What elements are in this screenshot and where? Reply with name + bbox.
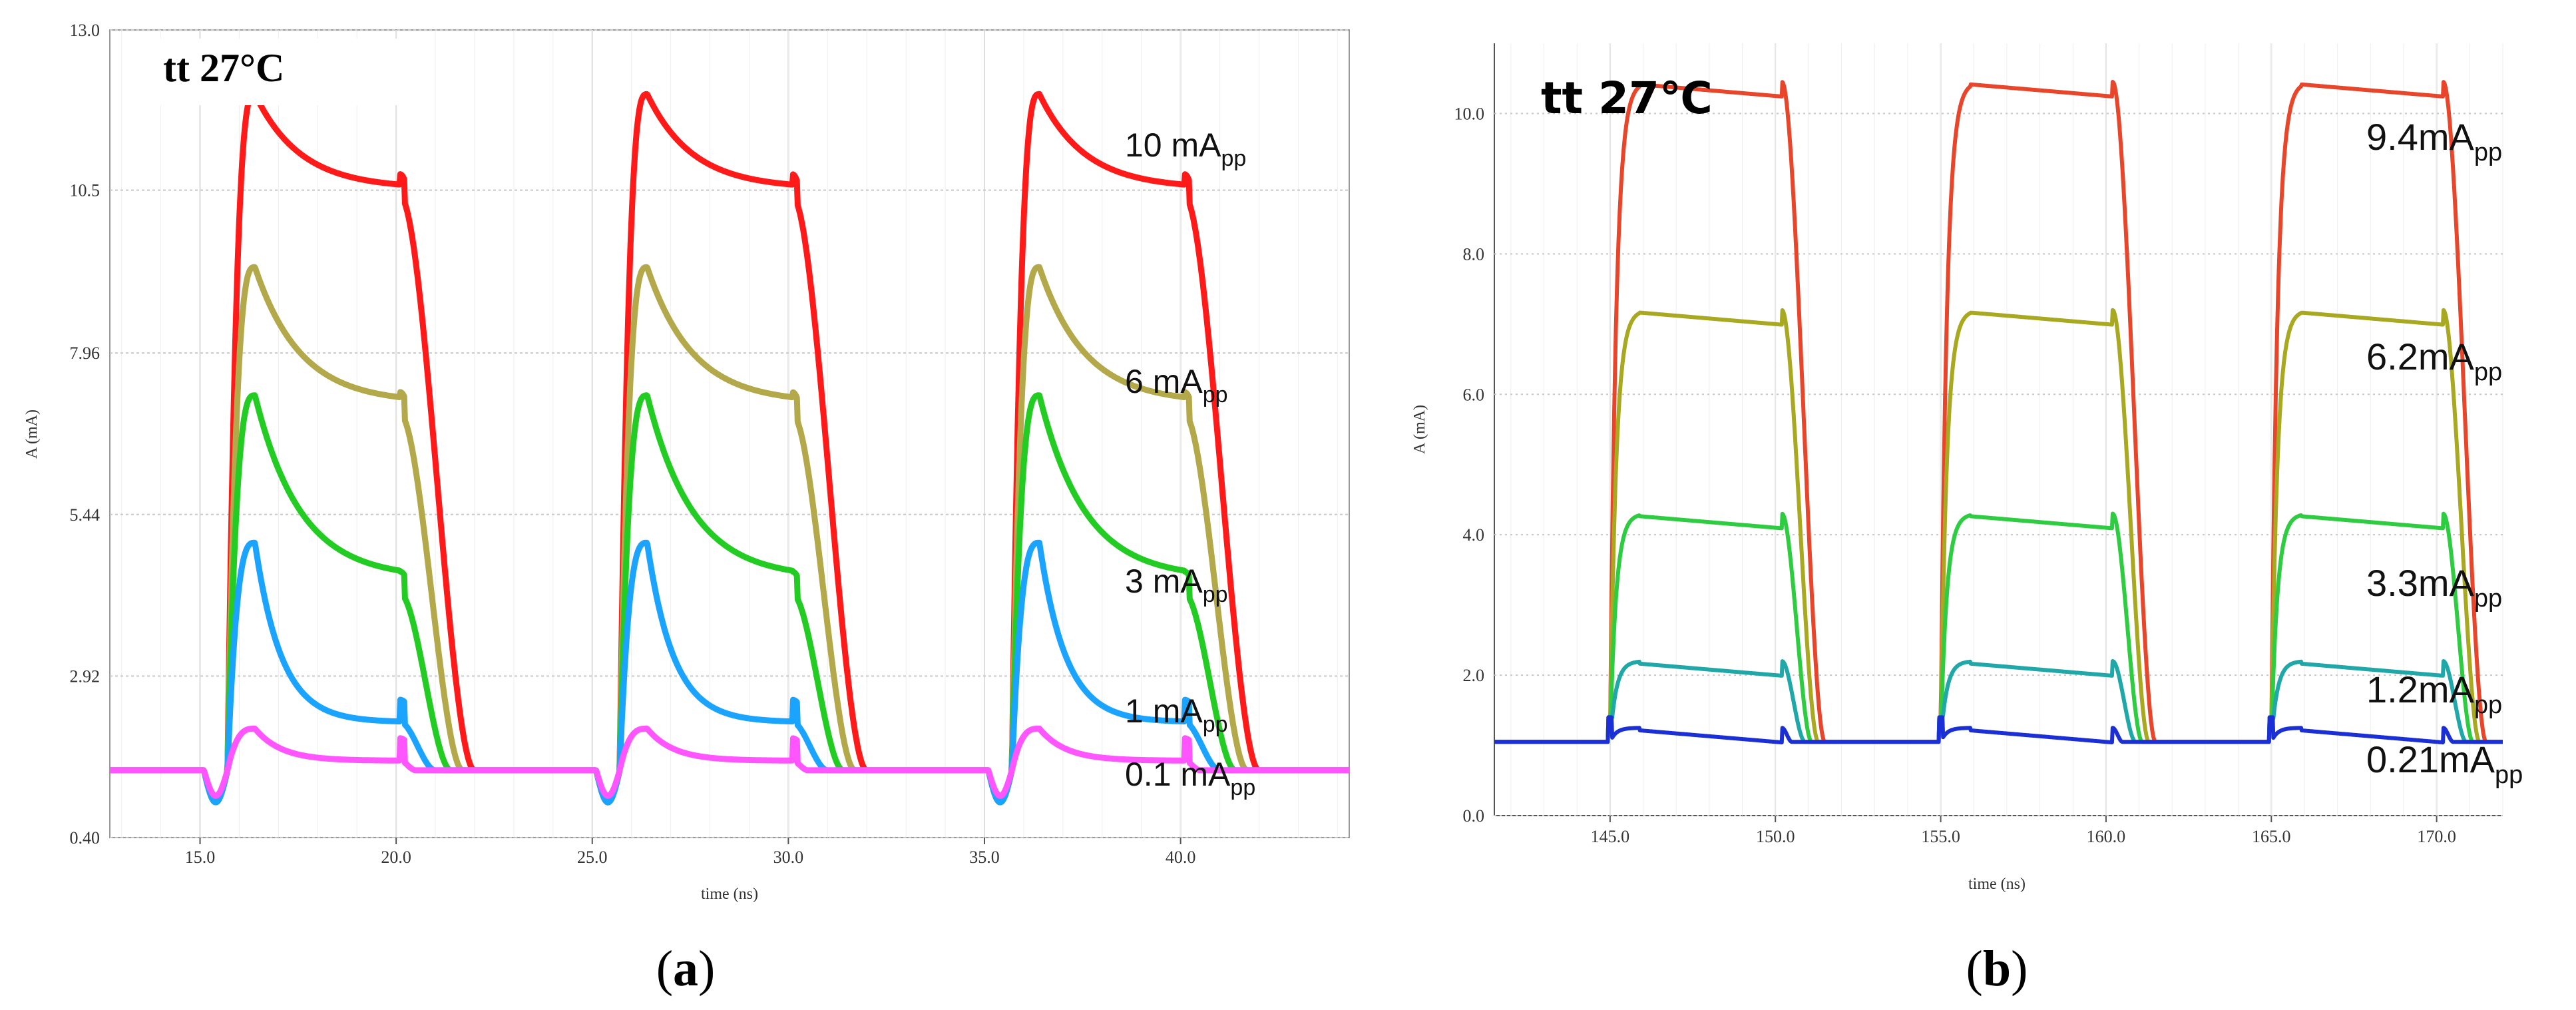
series-line-1mA — [107, 539, 1352, 806]
x-axis-label-a: time (ns) — [701, 885, 758, 903]
x-axis-label-b: time (ns) — [1968, 876, 2026, 893]
x-tick-label: 25.0 — [577, 848, 608, 867]
series-label: 3 mApp — [1125, 563, 1228, 607]
y-tick-label: 6.0 — [1463, 385, 1485, 404]
series-label: 6.2mApp — [2366, 336, 2502, 386]
ticks-a: 15.0 20.0 25.0 30.0 35.0 40.0 0.40 2.92 5.44 7.96… — [70, 21, 1196, 867]
y-tick-label: 4.0 — [1463, 525, 1485, 545]
x-tick-label: 170.0 — [2417, 827, 2456, 846]
y-tick-label: 10.0 — [1454, 104, 1485, 123]
x-tick-label: 20.0 — [381, 848, 411, 867]
y-tick-label: 8.0 — [1463, 244, 1485, 264]
x-tick-label: 145.0 — [1591, 827, 1630, 846]
series-label: 1 mApp — [1125, 692, 1228, 737]
caption-b: (b) — [1966, 941, 2028, 997]
y-tick-label: 2.92 — [70, 666, 101, 686]
y-tick-label: 0.0 — [1463, 806, 1485, 826]
x-tick-label: 35.0 — [969, 848, 1000, 867]
series-b — [1492, 80, 2505, 745]
series-line-6_2mA — [1492, 308, 2505, 744]
y-tick-label: 2.0 — [1463, 666, 1485, 685]
series-label: 0.1 mApp — [1125, 756, 1255, 800]
caption-a: (a) — [656, 941, 716, 997]
series-label: 1.2mApp — [2366, 668, 2502, 719]
series-label: 3.3mApp — [2366, 562, 2502, 613]
x-tick-label: 150.0 — [1756, 827, 1795, 846]
y-tick-label: 13.0 — [70, 21, 101, 40]
panel-a: 15.0 20.0 25.0 30.0 35.0 40.0 0.40 2.92 5.44 7.96… — [23, 21, 1352, 997]
y-tick-label: 0.40 — [70, 828, 101, 848]
series-line-10mA — [107, 91, 1352, 806]
series-label: 0.21mApp — [2366, 738, 2523, 789]
series-line-0_21mA — [1492, 715, 2505, 745]
series-line-0_1mA — [107, 725, 1352, 799]
series-line-6mA — [107, 264, 1352, 806]
series-labels-a: 10 mApp 6 mApp 3 mApp 1 mApp 0.1 mApp — [1125, 126, 1255, 800]
series-labels-b: 9.4mApp 6.2mApp 3.3mApp 1.2mApp 0.21mApp — [2366, 116, 2523, 789]
series-line-3mA — [107, 392, 1352, 806]
title-box-a — [140, 39, 399, 105]
x-tick-label: 15.0 — [185, 848, 216, 867]
title-b: tt 27℃ — [1541, 73, 1713, 124]
title-a: tt 27°C — [163, 46, 284, 90]
y-tick-label: 10.5 — [70, 181, 101, 200]
series-a — [107, 91, 1352, 806]
y-tick-label: 7.96 — [70, 344, 101, 363]
series-label: 10 mApp — [1125, 126, 1246, 171]
y-axis-label-a: A (mA) — [23, 409, 41, 459]
x-tick-label: 160.0 — [2087, 827, 2126, 846]
x-tick-label: 165.0 — [2252, 827, 2291, 846]
series-line-3_3mA — [1492, 511, 2505, 744]
x-tick-label: 30.0 — [773, 848, 804, 867]
grid-b — [1494, 43, 2503, 816]
series-line-9_4mA — [1492, 80, 2505, 744]
x-tick-label: 155.0 — [1921, 827, 1960, 846]
y-axis-label-b: A (mA) — [1411, 405, 1428, 454]
x-tick-label: 40.0 — [1166, 848, 1196, 867]
ticks-b: 145.0 150.0 155.0 160.0 165.0 170.0 0.0 2.0 4.0 6… — [1454, 104, 2456, 846]
series-label: 9.4mApp — [2366, 116, 2502, 166]
panel-b: 145.0 150.0 155.0 160.0 165.0 170.0 0.0 2.0 4.0 6… — [1411, 43, 2523, 997]
series-label: 6 mApp — [1125, 363, 1228, 407]
series-line-1_2mA — [1492, 659, 2505, 744]
y-tick-label: 5.44 — [70, 505, 101, 525]
